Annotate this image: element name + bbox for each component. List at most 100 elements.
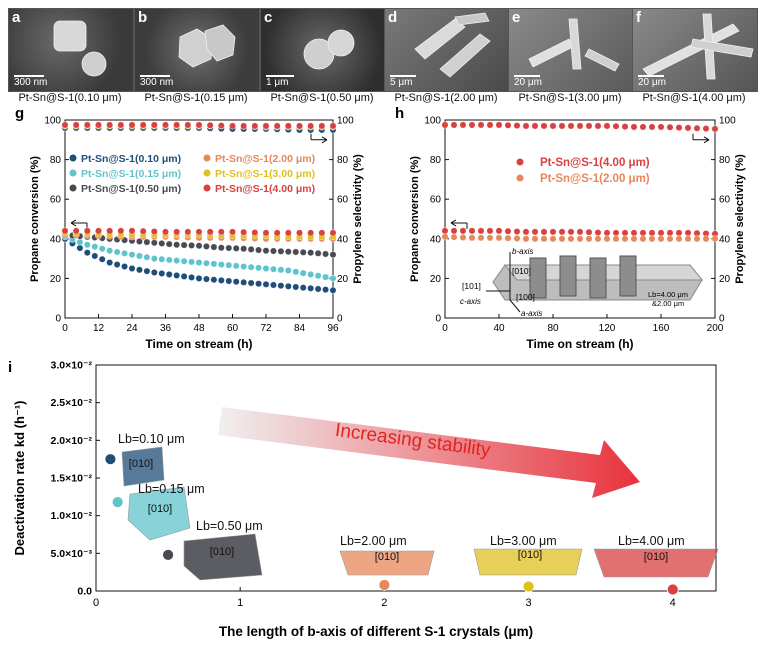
x-axis-label: Time on stream (h)	[526, 337, 633, 351]
crystal-facet-label: [010]	[375, 551, 399, 563]
x-axis-label: Time on stream (h)	[145, 337, 252, 351]
data-point	[558, 235, 566, 243]
legend-marker	[69, 169, 77, 177]
data-point	[459, 234, 467, 241]
data-point	[270, 247, 277, 255]
x-tick-label: 72	[260, 323, 272, 334]
data-point	[299, 248, 307, 256]
data-point	[477, 121, 485, 129]
data-point	[630, 235, 638, 243]
data-point	[284, 122, 292, 130]
data-point	[329, 286, 337, 294]
data-point	[684, 235, 692, 243]
data-point	[666, 583, 679, 596]
series-conversion	[441, 233, 719, 243]
data-point	[240, 263, 248, 270]
legend-label: Pt-Sn@S-1(2.00 μm)	[215, 153, 315, 165]
data-point	[378, 579, 391, 591]
crystal-illustration	[127, 486, 191, 541]
data-point	[83, 227, 91, 235]
x-tick-label: 120	[599, 323, 616, 334]
inset-label: Lb=4.00 μm	[648, 290, 688, 299]
data-point	[262, 122, 270, 130]
crystal-facet-label: [010]	[644, 551, 668, 563]
selectivity-axis-arrow	[310, 133, 328, 144]
data-point	[329, 122, 337, 130]
data-point	[693, 124, 701, 132]
data-point	[292, 248, 300, 256]
legend-marker	[203, 184, 211, 192]
data-point	[657, 235, 665, 243]
y-tick-label: 5.0×10⁻³	[51, 548, 93, 560]
data-point	[314, 249, 322, 257]
data-point	[195, 121, 203, 129]
data-point	[513, 228, 521, 235]
sem-crystal-shape	[178, 28, 214, 68]
data-point	[495, 121, 503, 129]
crystal-inset: b-axis [010] [101] c-axis [100] a-axis Lb=4.00…	[460, 247, 704, 318]
y2-tick-label: 20	[337, 274, 349, 285]
x-tick-label: 84	[294, 323, 306, 334]
crystal-size-label: Lb=0.10 μm	[118, 432, 185, 446]
data-point	[262, 229, 270, 237]
data-point	[277, 266, 285, 274]
inset-label: b-axis	[512, 247, 533, 256]
data-point	[117, 227, 125, 235]
crystal-size-label: Lb=4.00 μm	[618, 534, 685, 548]
data-point	[136, 266, 143, 274]
x-tick-label: 80	[547, 323, 559, 334]
data-point	[657, 123, 665, 131]
data-point	[173, 228, 181, 236]
data-point	[150, 255, 158, 263]
data-point	[322, 286, 329, 294]
legend-label: Pt-Sn@S-1(2.00 μm)	[540, 173, 650, 185]
sem-panel-letter: e	[512, 9, 521, 26]
data-point	[675, 235, 683, 243]
x-tick-label: 0	[442, 323, 448, 334]
series-selectivity	[61, 121, 337, 130]
y2-tick-label: 100	[719, 116, 736, 127]
data-point	[255, 246, 262, 254]
data-point	[307, 229, 315, 237]
inset-pore-channel	[589, 257, 607, 299]
data-point	[277, 282, 285, 290]
data-point	[486, 227, 494, 235]
x-tick-label: 96	[327, 323, 339, 334]
data-point	[450, 227, 458, 235]
data-point	[173, 121, 181, 129]
data-point	[255, 280, 262, 288]
data-point	[675, 124, 683, 131]
data-point	[284, 229, 292, 237]
y2-tick-label: 20	[719, 274, 731, 285]
crystal-size-label: Lb=2.00 μm	[340, 534, 407, 548]
data-point	[531, 122, 539, 130]
inset-label: &2.00 μm	[652, 299, 684, 308]
inset-pore-channel	[619, 255, 637, 297]
data-point	[459, 227, 467, 235]
data-point	[232, 262, 240, 270]
data-point	[540, 122, 548, 130]
data-point	[61, 121, 69, 129]
data-point	[468, 234, 476, 242]
data-point	[121, 249, 128, 257]
data-point	[150, 239, 158, 247]
sem-scale-label: 1 μm	[266, 77, 289, 88]
data-point	[639, 123, 647, 131]
data-point	[210, 276, 218, 284]
x-tick-label: 2	[381, 597, 387, 609]
sem-scale-bar	[390, 75, 416, 77]
legend-marker	[516, 158, 524, 166]
legend-label: Pt-Sn@S-1(3.00 μm)	[215, 168, 315, 180]
data-point	[603, 235, 611, 243]
sem-crystals-f	[642, 13, 754, 80]
data-point	[648, 229, 656, 237]
data-point	[106, 259, 114, 266]
data-point	[675, 229, 683, 237]
data-point	[540, 235, 548, 243]
data-point	[188, 258, 195, 266]
data-point	[441, 233, 449, 241]
series-conversion	[61, 227, 337, 237]
data-point	[477, 234, 485, 242]
sem-caption: Pt-Sn@S-1(4.00 μm)	[642, 92, 746, 104]
data-point	[307, 284, 315, 292]
